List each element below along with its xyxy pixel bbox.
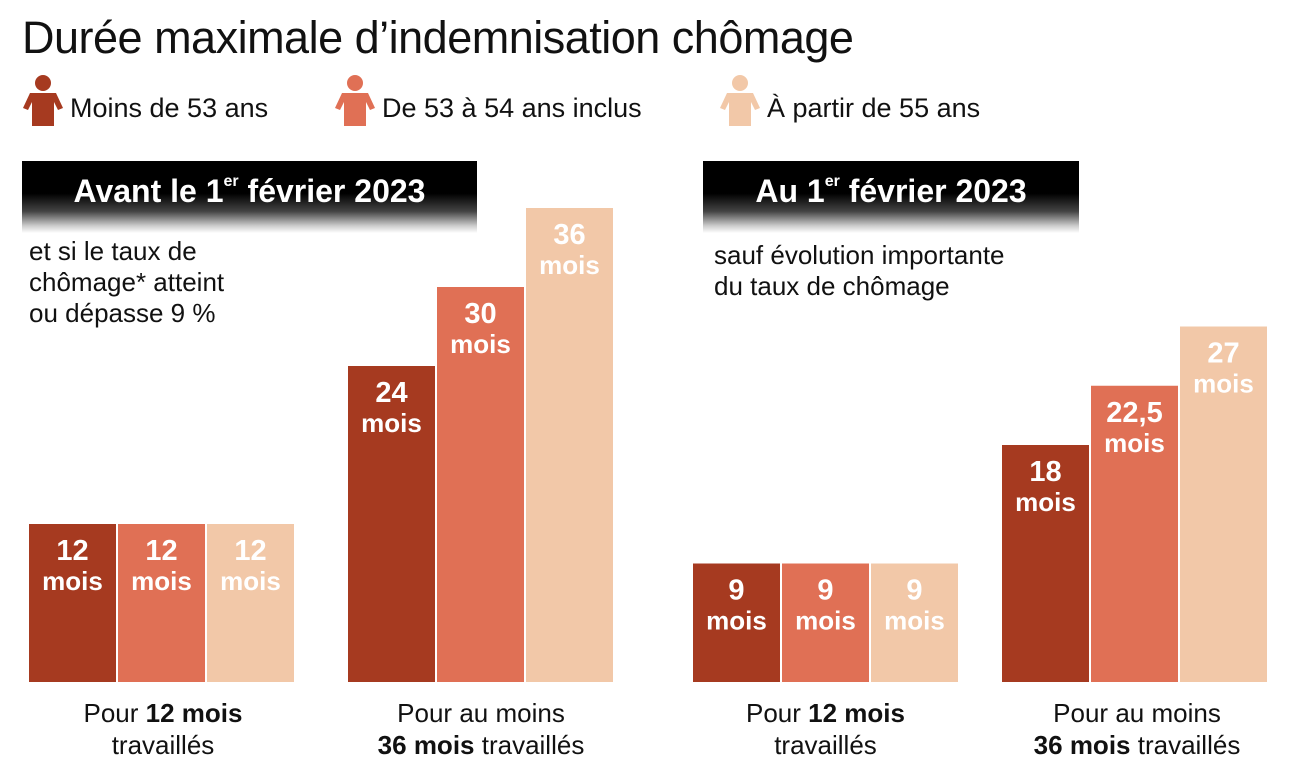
bar-unit-label: mois [1193,369,1254,399]
bar-unit-label: mois [450,329,511,359]
bar-value-label: 12 [56,535,88,567]
bar-unit-label: mois [706,606,767,636]
bar [693,563,780,682]
bar-value-label: 9 [728,575,744,607]
bar-value-label: 12 [234,535,266,567]
bar [207,524,294,682]
bar-value-label: 36 [553,219,585,251]
bar [526,208,613,682]
bar-unit-label: mois [884,606,945,636]
bar-unit-label: mois [220,566,281,596]
bar [1091,385,1178,682]
bar [1180,326,1267,682]
bar-unit-label: mois [42,566,103,596]
person-icon [335,75,375,126]
legend-label: À partir de 55 ans [767,93,981,123]
panel-note-after: sauf évolution importante du taux de chô… [714,240,1005,301]
chart-title: Durée maximale d’indemnisation chômage [22,12,854,63]
legend-label: Moins de 53 ans [70,93,269,123]
legend-item-55-plus: À partir de 55 ans [719,68,980,128]
bar-unit-label: mois [1104,428,1165,458]
bar-unit-label: mois [1015,487,1076,517]
group-label-before-12: Pour 12 mois travaillés [83,698,243,760]
legend-item-under-53: Moins de 53 ans [22,68,268,128]
bar-value-label: 22,5 [1106,397,1162,429]
panel-header-before: Avant le 1er février 2023 [22,161,477,233]
bar [782,563,869,682]
bar [871,563,958,682]
bar-value-label: 12 [145,535,177,567]
bar-value-label: 9 [817,575,833,607]
panel-note-before: et si le taux de chômage* atteint ou dép… [29,236,225,328]
panel-header-text: Avant le 1er février 2023 [73,173,426,209]
panel-header-after: Au 1er février 2023 [703,161,1079,233]
bar-value-label: 24 [375,377,407,409]
bar [437,287,524,682]
group-label-after-36: Pour au moins 36 mois travaillés [1033,698,1241,760]
bar [1002,445,1089,682]
bar-value-label: 27 [1207,338,1239,370]
bar-unit-label: mois [539,250,600,280]
bar [348,366,435,682]
panel-header-text: Au 1er février 2023 [755,173,1027,209]
group-label-after-12: Pour 12 mois travaillés [746,698,905,760]
bar-value-label: 18 [1029,456,1061,488]
bar-value-label: 30 [464,298,496,330]
person-icon [23,75,63,126]
bar-unit-label: mois [361,408,422,438]
bar-value-label: 9 [906,575,922,607]
bar-unit-label: mois [131,566,192,596]
bar [118,524,205,682]
group-label-before-36: Pour au moins 36 mois travaillés [377,698,585,760]
bar-unit-label: mois [795,606,856,636]
legend-item-53-54: De 53 à 54 ans inclus [334,68,642,128]
legend-label: De 53 à 54 ans inclus [382,93,642,123]
person-icon [720,75,760,126]
bar [29,524,116,682]
